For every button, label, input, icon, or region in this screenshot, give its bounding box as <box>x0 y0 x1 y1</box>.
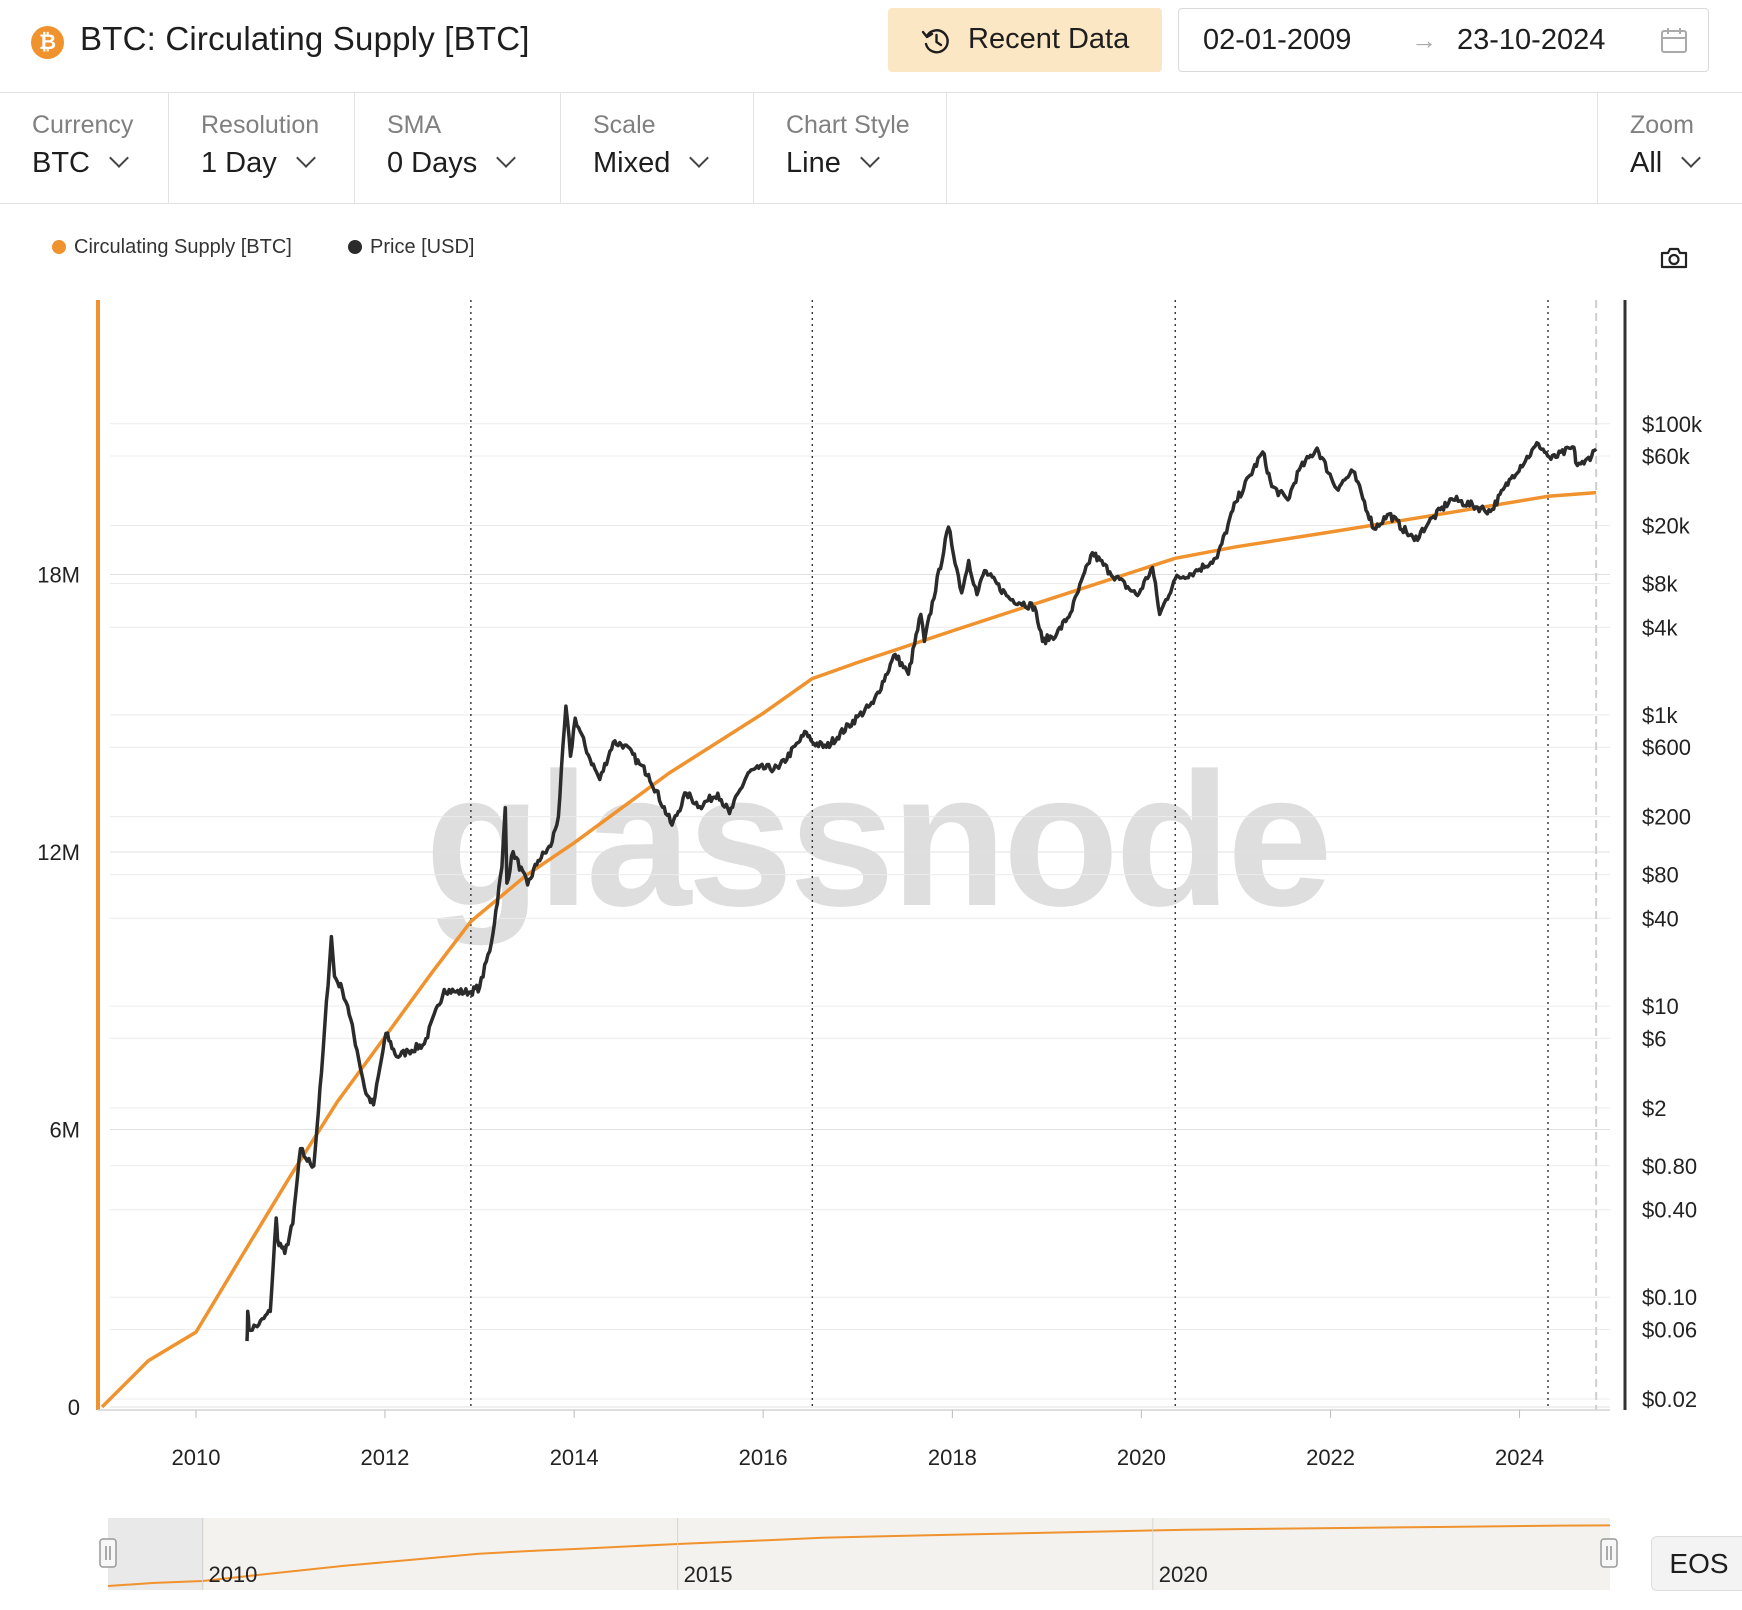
navigator-tick-2: 2020 <box>1159 1562 1208 1587</box>
x-tick-5: 2020 <box>1117 1445 1166 1470</box>
header: ₿ BTC: Circulating Supply [BTC] Recent D… <box>0 0 1742 93</box>
series-line-supply <box>100 490 1597 1409</box>
navigator-tick-0: 2010 <box>208 1562 257 1587</box>
drag-handle-body <box>1600 1538 1618 1568</box>
camera-icon[interactable] <box>1659 243 1689 273</box>
sma-caption: SMA <box>387 111 442 139</box>
navigator-background <box>108 1518 1610 1590</box>
recent-data-button[interactable]: Recent Data <box>888 8 1162 72</box>
y-right-tick-1: $0.06 <box>1642 1318 1697 1343</box>
y-right-tick-7: $10 <box>1642 994 1679 1019</box>
y-right-tick-3: $0.40 <box>1642 1198 1697 1223</box>
legend-dot-price <box>348 240 362 254</box>
y-right-tick-4: $0.80 <box>1642 1154 1697 1179</box>
navigator-mask-left <box>108 1518 204 1590</box>
y-right-tick-17: $100k <box>1642 412 1703 437</box>
y-right-tick-8: $40 <box>1642 906 1679 931</box>
x-tick-2: 2014 <box>550 1445 599 1470</box>
history-clock-icon <box>921 29 949 54</box>
y-left-tick-1: 6M <box>49 1118 80 1143</box>
range-navigator: 2010 2015 2020 <box>99 1518 1618 1590</box>
y-right-tick-6: $6 <box>1642 1026 1666 1051</box>
currency-caption: Currency <box>32 111 134 139</box>
x-tick-7: 2024 <box>1495 1445 1544 1470</box>
zoom-value: All <box>1630 147 1702 180</box>
y-right-tick-11: $600 <box>1642 735 1691 760</box>
y-right-tick-14: $8k <box>1642 571 1678 596</box>
series-line-price <box>245 440 1598 1342</box>
resolution-select[interactable]: Resolution 1 Day <box>169 93 355 203</box>
x-tick-0: 2010 <box>171 1445 220 1470</box>
legend-item-supply[interactable]: Circulating Supply [BTC] <box>52 236 292 259</box>
page-title: BTC: Circulating Supply [BTC] <box>80 20 530 57</box>
date-start-input[interactable]: 02-01-2009 <box>1203 24 1352 56</box>
navigator-tick-1: 2015 <box>684 1562 733 1587</box>
x-tick-4: 2018 <box>928 1445 977 1470</box>
y-right-tick-15: $20k <box>1642 514 1691 539</box>
y-right-tick-0: $0.02 <box>1642 1387 1697 1412</box>
scale-value: Mixed <box>593 147 710 180</box>
legend-dot-supply <box>52 240 66 254</box>
currency-value: BTC <box>32 147 129 180</box>
y-right-tick-16: $60k <box>1642 444 1691 469</box>
date-arrow: → <box>1411 25 1437 55</box>
legend-label-supply: Circulating Supply [BTC] <box>74 236 292 258</box>
chart-style-caption: Chart Style <box>786 111 910 139</box>
y-right-tick-10: $200 <box>1642 805 1691 830</box>
resolution-value: 1 Day <box>201 147 316 180</box>
y-left-tick-2: 12M <box>37 840 80 865</box>
eos-button[interactable]: EOS <box>1651 1536 1742 1591</box>
x-tick-3: 2016 <box>739 1445 788 1470</box>
y-right-tick-13: $4k <box>1642 615 1678 640</box>
drag-handle-icon[interactable] <box>99 1538 117 1568</box>
drag-handle-icon[interactable] <box>1600 1538 1618 1568</box>
zoom-caption: Zoom <box>1630 111 1694 139</box>
scale-select[interactable]: Scale Mixed <box>561 93 754 203</box>
date-range-picker[interactable]: 02-01-2009 → 23-10-2024 <box>1178 8 1709 72</box>
sma-select[interactable]: SMA 0 Days <box>355 93 561 203</box>
y-right-tick-12: $1k <box>1642 703 1678 728</box>
bitcoin-logo-icon: ₿ <box>31 26 64 59</box>
scale-caption: Scale <box>593 111 656 139</box>
legend-label-price: Price [USD] <box>370 236 475 258</box>
y-left-tick-0: 0 <box>68 1395 80 1420</box>
y-left-tick-3: 18M <box>37 563 80 588</box>
zoom-select[interactable]: Zoom All <box>1597 93 1742 203</box>
legend-item-price[interactable]: Price [USD] <box>348 236 474 259</box>
calendar-icon[interactable] <box>1660 27 1688 55</box>
x-tick-1: 2012 <box>360 1445 409 1470</box>
chart-style-select[interactable]: Chart Style Line <box>754 93 947 203</box>
drag-handle-body <box>99 1538 117 1568</box>
recent-data-label: Recent Data <box>968 23 1130 55</box>
resolution-caption: Resolution <box>201 111 320 139</box>
y-right-tick-9: $80 <box>1642 863 1679 888</box>
currency-select[interactable]: Currency BTC <box>0 93 169 203</box>
x-tick-6: 2022 <box>1306 1445 1355 1470</box>
date-end-input[interactable]: 23-10-2024 <box>1457 24 1606 56</box>
sma-value: 0 Days <box>387 147 517 180</box>
chart-controls-bar: Currency BTC Resolution 1 Day SMA 0 Days… <box>0 93 1742 204</box>
chart-style-value: Line <box>786 147 880 180</box>
y-right-tick-5: $2 <box>1642 1096 1666 1121</box>
y-right-tick-2: $0.10 <box>1642 1285 1697 1310</box>
